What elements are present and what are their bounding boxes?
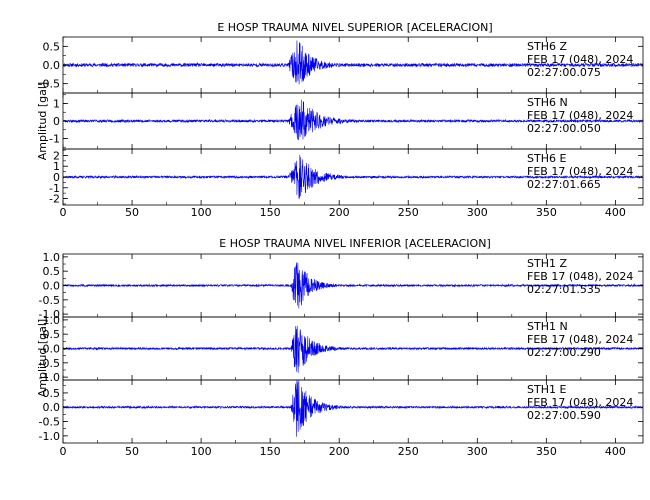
x-tick-label: 0 [60,445,67,458]
y-tick-label: 0.0 [43,280,61,293]
x-tick-label: 250 [398,206,419,219]
station-label-line: STH1 Z [527,257,567,270]
y-tick-label: -2 [49,193,60,206]
y-tick-label: 0.0 [43,59,61,72]
x-tick-label: 50 [125,445,139,458]
y-tick-label: 0.5 [43,328,61,341]
x-tick-label: 350 [536,445,557,458]
station-label-line: 02:27:00.050 [527,122,601,135]
x-tick-label: 350 [536,206,557,219]
y-tick-label: -0.5 [39,294,60,307]
x-tick-label: 250 [398,445,419,458]
y-tick-label: 0.0 [43,343,61,356]
x-tick-label: 50 [125,206,139,219]
panel-inferior-title: E HOSP TRAUMA NIVEL INFERIOR [ACELERACIO… [219,237,490,250]
station-label-line: 02:27:00.075 [527,66,601,79]
station-label-line: 02:27:01.535 [527,283,601,296]
station-label-line: FEB 17 (048), 2024 [527,53,633,66]
station-label-line: 02:27:01.665 [527,178,601,191]
station-label-line: FEB 17 (048), 2024 [527,165,633,178]
x-tick-label: 300 [467,445,488,458]
y-tick-label: 2 [53,149,60,162]
trace-sth1-e [62,379,644,437]
station-label-line: 02:27:00.290 [527,346,601,359]
x-tick-label: 400 [605,206,626,219]
x-tick-label: 400 [605,445,626,458]
y-tick-label: 0.5 [43,387,61,400]
x-tick-label: 150 [260,206,281,219]
y-tick-label: -1.0 [39,371,60,384]
trace-sth1-z [62,262,644,309]
station-label-line: STH1 N [527,320,568,333]
station-label-line: STH1 E [527,383,566,396]
station-label-line: FEB 17 (048), 2024 [527,270,633,283]
trace-sth6-e [62,154,644,200]
y-tick-label: 0.5 [43,40,61,53]
x-tick-label: 0 [60,206,67,219]
trace-sth6-z [62,40,644,85]
station-label-line: 02:27:00.590 [527,409,601,422]
y-tick-label: 1 [53,98,60,111]
panel-inferior: E HOSP TRAUMA NIVEL INFERIOR [ACELERACIO… [36,237,644,458]
channel-frame [62,379,644,444]
y-tick-label: 0.0 [43,401,61,414]
y-tick-label: -0.5 [39,78,60,91]
station-label-line: FEB 17 (048), 2024 [527,333,633,346]
station-label-line: STH6 Z [527,40,567,53]
y-tick-label: -1 [49,182,60,195]
x-tick-label: 150 [260,445,281,458]
panel-superior-ylabel: Amplitud [gal] [36,82,49,160]
y-tick-label: 0 [53,171,60,184]
x-tick-label: 100 [191,206,212,219]
station-label-line: FEB 17 (048), 2024 [527,396,633,409]
y-tick-label: 0 [53,115,60,128]
trace-sth6-n [62,99,644,141]
y-tick-label: 1.0 [43,314,61,327]
station-label-line: STH6 E [527,152,566,165]
trace-sth1-n [62,325,644,373]
panel-inferior-ylabel: Amplitud [gal] [36,319,49,397]
y-tick-label: -1 [49,133,60,146]
y-tick-label: -1.0 [39,430,60,443]
y-tick-label: 1 [53,160,60,173]
station-label-line: STH6 N [527,96,568,109]
y-tick-label: 1.0 [43,251,61,264]
y-tick-label: -0.5 [39,357,60,370]
x-tick-label: 200 [329,445,350,458]
y-tick-label: 0.5 [43,265,61,278]
station-label-line: FEB 17 (048), 2024 [527,109,633,122]
y-tick-label: -1.0 [39,308,60,321]
panel-superior: E HOSP TRAUMA NIVEL SUPERIOR [ACELERACIO… [36,21,644,219]
y-tick-label: -0.5 [39,416,60,429]
panel-superior-title: E HOSP TRAUMA NIVEL SUPERIOR [ACELERACIO… [217,21,492,34]
x-tick-label: 300 [467,206,488,219]
x-tick-label: 100 [191,445,212,458]
x-tick-label: 200 [329,206,350,219]
